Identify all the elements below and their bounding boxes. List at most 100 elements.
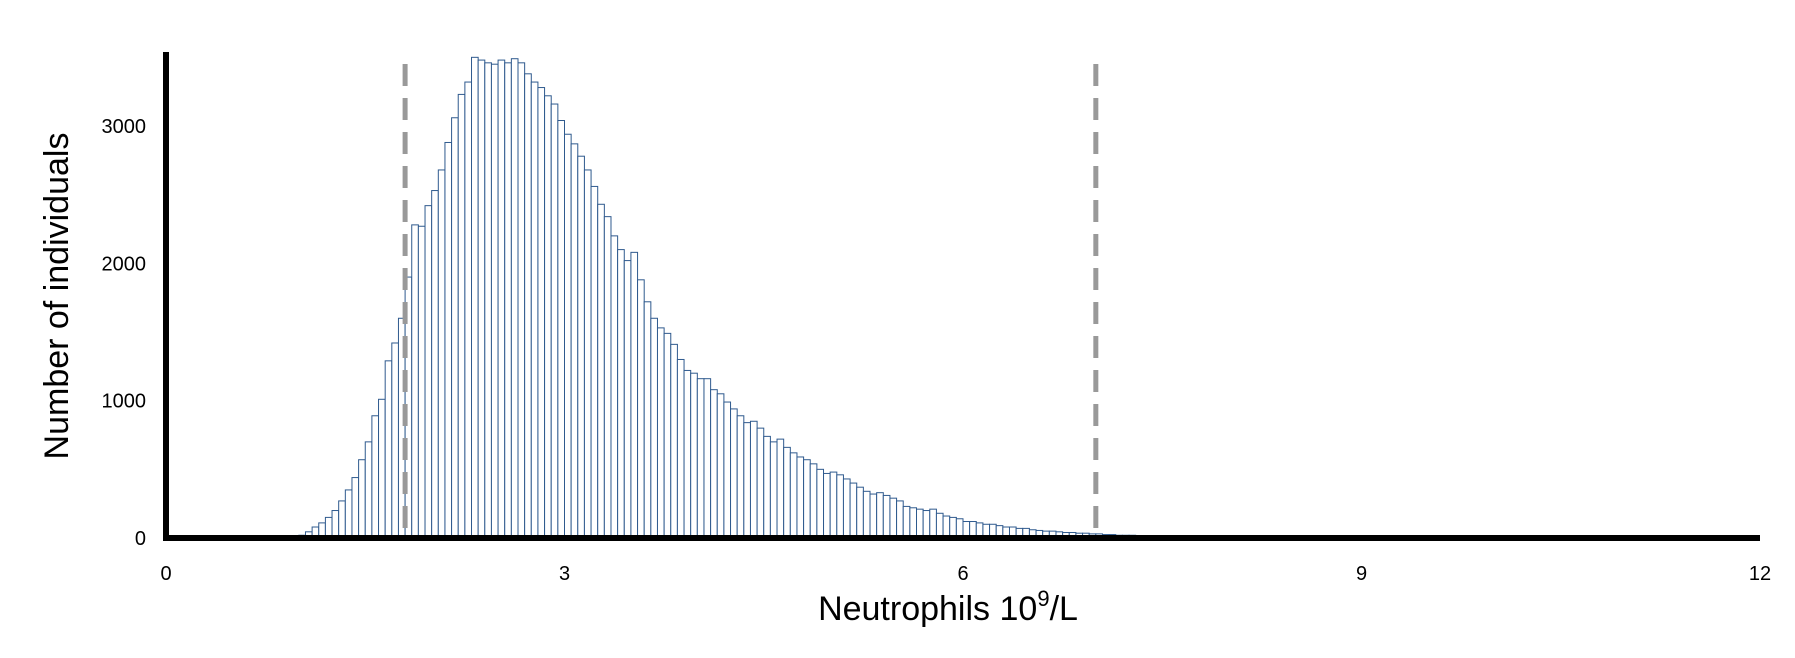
histogram-bar (590, 185, 599, 539)
histogram-bar (471, 56, 479, 539)
histogram-bar (530, 81, 539, 539)
histogram-bar (836, 474, 844, 539)
histogram-bar (949, 516, 957, 539)
histogram-bar (597, 203, 605, 539)
histogram-bar (670, 343, 678, 539)
histogram-bar (676, 358, 685, 539)
histogram-bar (749, 420, 758, 539)
x-tick-label: 12 (1749, 563, 1771, 585)
histogram-bar (490, 63, 499, 539)
histogram-bar (823, 472, 831, 539)
histogram-bar (411, 224, 419, 539)
histogram-bar (504, 62, 512, 539)
histogram-bar (391, 342, 399, 539)
histogram-bar (763, 435, 771, 539)
y-axis-title: Number of individuals (38, 133, 76, 460)
x-tick-label: 6 (957, 563, 968, 585)
histogram-bar (417, 225, 426, 539)
histogram-bar (364, 441, 373, 539)
histogram-bar (623, 260, 632, 539)
histogram-bar (517, 62, 526, 539)
histogram-bar (789, 452, 798, 539)
histogram-bar (351, 477, 360, 539)
x-axis-title: Neutrophils 109/L (818, 586, 1078, 628)
histogram-bar (803, 459, 811, 539)
histogram-bar (710, 389, 718, 539)
histogram-bar (916, 508, 924, 539)
histogram-bar (716, 393, 725, 539)
histogram-bar (690, 372, 698, 539)
x-tick-label: 9 (1356, 563, 1367, 585)
histogram-bar (683, 369, 692, 539)
histogram-bar (510, 58, 519, 539)
histogram-bar (783, 446, 791, 539)
histogram-bar (816, 468, 825, 539)
histogram-bar (869, 493, 878, 539)
histogram-bar (550, 103, 559, 539)
histogram-bar (736, 415, 745, 539)
histogram-bar (769, 441, 778, 539)
histogram-bar (577, 155, 585, 539)
x-tick-label: 0 (160, 563, 171, 585)
histogram-bar (630, 251, 639, 539)
histogram-bar (656, 327, 665, 539)
y-tick-labels: 0 1000 2000 3000 (102, 116, 147, 550)
histogram-bar (849, 482, 858, 539)
histogram-bar (378, 398, 386, 539)
histogram-bar (902, 505, 911, 539)
histogram-bar (524, 73, 532, 539)
histogram-bar (896, 500, 904, 539)
histogram-bar (570, 143, 579, 539)
histogram-bar (809, 463, 818, 539)
x-axis-title-superscript: 9 (1037, 586, 1049, 611)
histogram-bar (842, 478, 851, 539)
histogram-bar (743, 422, 751, 539)
histogram-bar (862, 490, 871, 539)
histogram-bar (464, 81, 473, 539)
histogram-bar (444, 141, 453, 539)
histogram-bar (537, 87, 546, 539)
histogram-bar (617, 249, 625, 539)
histogram-bar (431, 190, 439, 539)
histogram-bar (650, 317, 658, 539)
histogram-bar (477, 59, 486, 539)
histogram-bar (730, 408, 738, 539)
histogram-bar (942, 515, 951, 539)
histogram-bar (564, 133, 572, 539)
histogram-bar (703, 378, 712, 539)
histogram-bar (484, 62, 492, 539)
histogram-bar (457, 93, 466, 539)
histogram-bar (451, 117, 459, 539)
x-axis-title-suffix: /L (1050, 590, 1078, 628)
histogram-bar (583, 169, 592, 539)
x-tick-labels: 0 3 6 9 12 (160, 563, 1771, 585)
histogram-bars (291, 56, 1250, 539)
histogram-bar (776, 438, 785, 539)
y-tick-label: 0 (135, 528, 146, 550)
histogram-bar (497, 59, 506, 539)
y-tick-label: 1000 (102, 391, 147, 413)
histogram-bar (756, 427, 765, 539)
histogram-bar (338, 500, 346, 539)
histogram-bar (437, 169, 446, 539)
histogram-bar (331, 510, 340, 539)
histogram-bar (610, 235, 619, 539)
histogram-bar (889, 497, 898, 539)
histogram-bar (643, 301, 652, 539)
histogram-bar (696, 378, 705, 539)
histogram-bar (358, 459, 366, 539)
histogram-bar (935, 512, 944, 539)
reference-lines (402, 64, 1099, 534)
histogram-bar (663, 332, 672, 539)
y-tick-label: 3000 (102, 116, 147, 138)
histogram-bar (909, 507, 918, 539)
histogram-bar (723, 401, 732, 539)
histogram-bar (384, 360, 393, 539)
histogram-bar (876, 492, 884, 539)
histogram-bar (544, 95, 552, 539)
histogram-bar (829, 471, 838, 539)
histogram-bar (796, 456, 805, 539)
histogram-bar (922, 510, 931, 539)
histogram-bar (324, 516, 333, 539)
